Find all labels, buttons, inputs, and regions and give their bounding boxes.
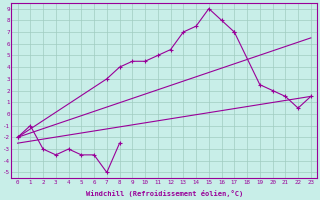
X-axis label: Windchill (Refroidissement éolien,°C): Windchill (Refroidissement éolien,°C) (85, 190, 243, 197)
